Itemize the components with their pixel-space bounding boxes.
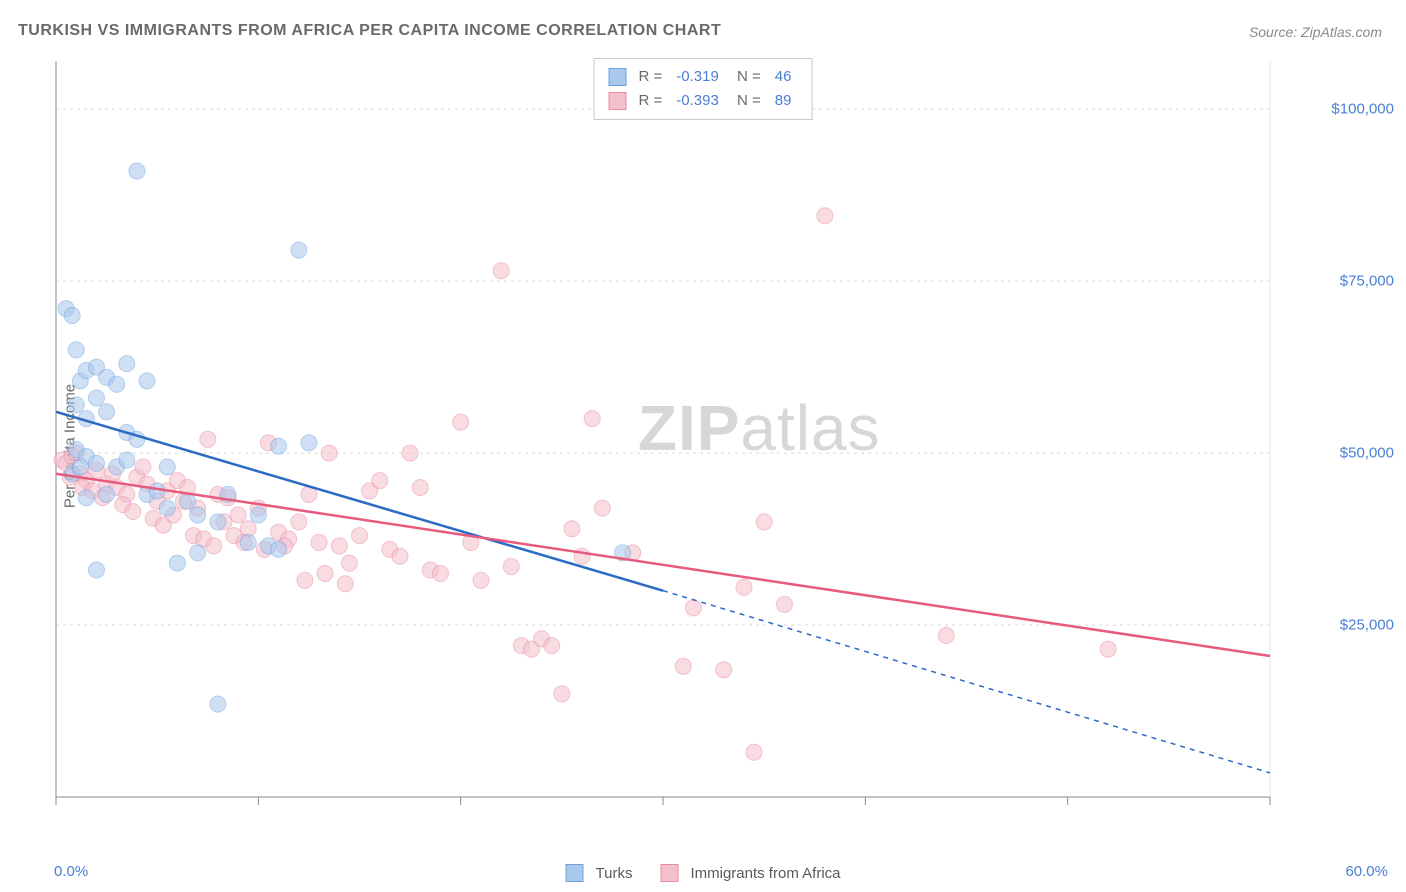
legend-item: Turks [566,864,633,882]
legend-swatch [566,864,584,882]
legend-r-value: -0.393 [676,89,719,113]
legend-n-value: 46 [775,65,792,89]
legend-swatch [609,68,627,86]
scatter-plot [50,55,1380,835]
legend-stat-row: R = -0.393 N = 89 [609,89,798,113]
legend-r-label: R = [639,65,663,89]
series-legend: Turks Immigrants from Africa [566,864,841,882]
x-axis-max: 60.0% [1345,863,1388,880]
legend-n-label: N = [733,65,761,89]
legend-stat-row: R = -0.319 N = 46 [609,65,798,89]
correlation-legend: R = -0.319 N = 46 R = -0.393 N = 89 [594,58,813,120]
y-tick-label: $100,000 [1331,101,1394,118]
y-tick-label: $50,000 [1340,445,1394,462]
legend-item: Immigrants from Africa [660,864,840,882]
y-tick-label: $25,000 [1340,617,1394,634]
legend-label: Immigrants from Africa [690,865,840,882]
legend-label: Turks [596,865,633,882]
legend-r-value: -0.319 [676,65,719,89]
legend-n-value: 89 [775,89,792,113]
legend-n-label: N = [733,89,761,113]
source-attribution: Source: ZipAtlas.com [1249,24,1382,40]
chart-title: TURKISH VS IMMIGRANTS FROM AFRICA PER CA… [18,22,721,40]
y-tick-label: $75,000 [1340,273,1394,290]
legend-swatch [660,864,678,882]
legend-swatch [609,92,627,110]
chart-container: TURKISH VS IMMIGRANTS FROM AFRICA PER CA… [0,0,1406,892]
legend-r-label: R = [639,89,663,113]
x-axis-min: 0.0% [54,863,88,880]
plot-area [50,55,1380,835]
